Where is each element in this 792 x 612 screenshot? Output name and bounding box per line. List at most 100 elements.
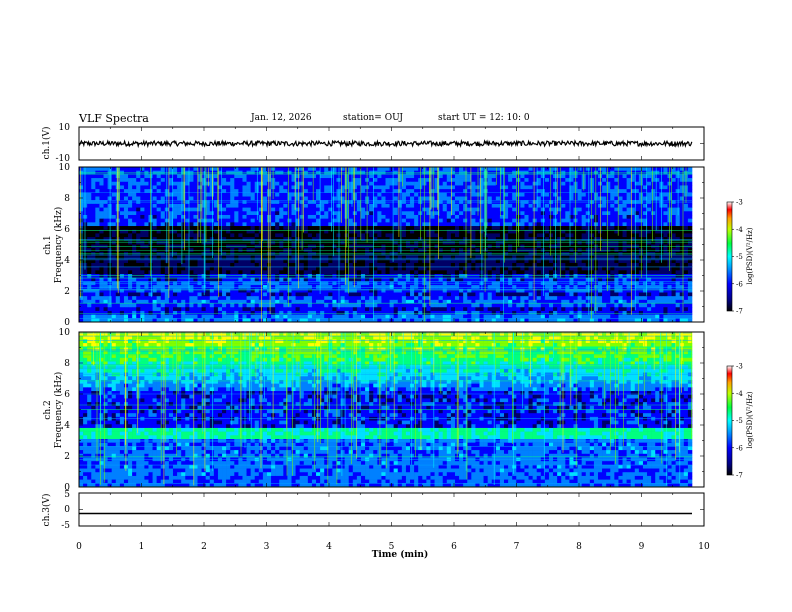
spectrogram-cell (389, 218, 394, 223)
spectrogram-cell (508, 270, 513, 275)
spectrogram-cell (275, 277, 280, 282)
spectrogram-cell (213, 167, 219, 171)
spectrogram-cell (687, 226, 693, 231)
spectrogram-cell (340, 174, 345, 179)
spectrogram-cell (385, 222, 390, 227)
spectrogram-cell (475, 274, 480, 279)
spectrogram-cell (524, 255, 529, 260)
spectrogram-cell (254, 218, 260, 223)
spectrogram-cell (262, 222, 268, 227)
spectrogram-cell (393, 196, 399, 201)
spectrogram-cell (222, 240, 227, 245)
spectrogram-cell (185, 211, 190, 216)
spectrogram-cell (91, 192, 96, 197)
spectrogram-cell (160, 277, 166, 282)
spectrogram-cell (128, 229, 133, 234)
spectrogram-cell (683, 266, 689, 271)
spectrogram-cell (520, 248, 525, 253)
spectrogram-cell (132, 203, 137, 208)
spectrogram-cell (307, 189, 313, 194)
spectrogram-cell (136, 229, 141, 234)
spectrogram-cell (283, 240, 288, 245)
spectrogram-cell (569, 218, 574, 223)
spectrogram-cell (242, 262, 247, 267)
spectrogram-cell (356, 192, 362, 197)
spectrogram-cell (446, 167, 452, 171)
spectrogram-cell (344, 255, 350, 260)
spectrogram-cell (340, 255, 345, 260)
spectrogram-cell (540, 270, 546, 275)
spectrogram-cell (434, 185, 439, 190)
spectrogram-cell (557, 248, 562, 253)
spectrogram-cell (320, 274, 325, 279)
spectrogram-cell (683, 277, 689, 282)
spectrogram-cell (103, 196, 108, 201)
spectrogram-cell (442, 277, 448, 282)
spectrogram-cell (365, 255, 370, 260)
spectrogram-cell (475, 189, 480, 194)
spectrogram-cell (87, 207, 92, 212)
spectrogram-cell (687, 203, 693, 208)
spectrogram-cell (512, 185, 517, 190)
spectrogram-cell (393, 218, 399, 223)
spectrogram-cell (401, 233, 407, 238)
spectrogram-cell (181, 207, 186, 212)
spectrogram-cell (279, 237, 284, 242)
spectrogram-cell (217, 211, 223, 216)
spectrogram-cell (140, 203, 145, 208)
spectrogram-cell (483, 255, 488, 260)
spectrogram-cell (258, 240, 264, 245)
spectrogram-cell (369, 207, 374, 212)
spectrogram-cell (463, 218, 468, 223)
spectrogram-cell (687, 277, 693, 282)
ch1-waveform-ticks (78, 126, 705, 161)
spectrogram-cell (132, 240, 137, 245)
spectrogram-cell (393, 266, 399, 271)
spectrogram-cell (463, 248, 468, 253)
spectrogram-cell (266, 229, 272, 234)
spectrogram-cell (548, 229, 554, 234)
spectrogram-cell (569, 262, 574, 267)
spectrogram-cell (275, 203, 280, 208)
spectrogram-cell (630, 196, 636, 201)
spectrogram-cell (332, 248, 337, 253)
spectrogram-cell (181, 203, 186, 208)
spectrogram-cell (618, 237, 623, 242)
spectrogram-cell (410, 207, 415, 212)
spectrogram-cell (316, 229, 321, 234)
spectrogram-cell (373, 181, 378, 186)
spectrogram-cell (132, 226, 137, 231)
spectrogram-cell (103, 233, 108, 238)
spectrogram-cell (254, 248, 260, 253)
spectrogram-cell (275, 274, 280, 279)
spectrogram-cell (250, 174, 256, 179)
spectrogram-cell (209, 262, 215, 267)
spectrogram-cell (426, 262, 431, 267)
spectrogram-cell (144, 233, 149, 238)
spectrogram-cell (504, 229, 509, 234)
spectrogram-cell (250, 178, 256, 183)
spectrogram-cell (209, 181, 215, 186)
spectrogram-cell (324, 222, 329, 227)
spectrogram-cell (687, 237, 693, 242)
spectrogram-cell (659, 266, 664, 271)
spectrogram-cell (475, 181, 480, 186)
spectrogram-cell (561, 192, 566, 197)
spectrogram-cell (438, 266, 444, 271)
spectrogram-cell (123, 207, 129, 212)
spectrogram-cell (557, 270, 562, 275)
spectrogram-cell (679, 255, 685, 260)
spectrogram-cell (217, 218, 223, 223)
spectrogram-cell (606, 174, 611, 179)
spectrogram-cell (324, 240, 329, 245)
spectrogram-cell (450, 185, 456, 190)
spectrogram-cell (344, 233, 350, 238)
spectrogram-cell (397, 222, 403, 227)
spectrogram-cell (189, 255, 194, 260)
spectrogram-cell (324, 203, 329, 208)
spectrogram-cell (495, 222, 501, 227)
spectrogram-cell (405, 226, 411, 231)
spectrogram-cell (123, 277, 129, 282)
spectrogram-cell (230, 181, 235, 186)
spectrogram-cell (79, 178, 84, 183)
